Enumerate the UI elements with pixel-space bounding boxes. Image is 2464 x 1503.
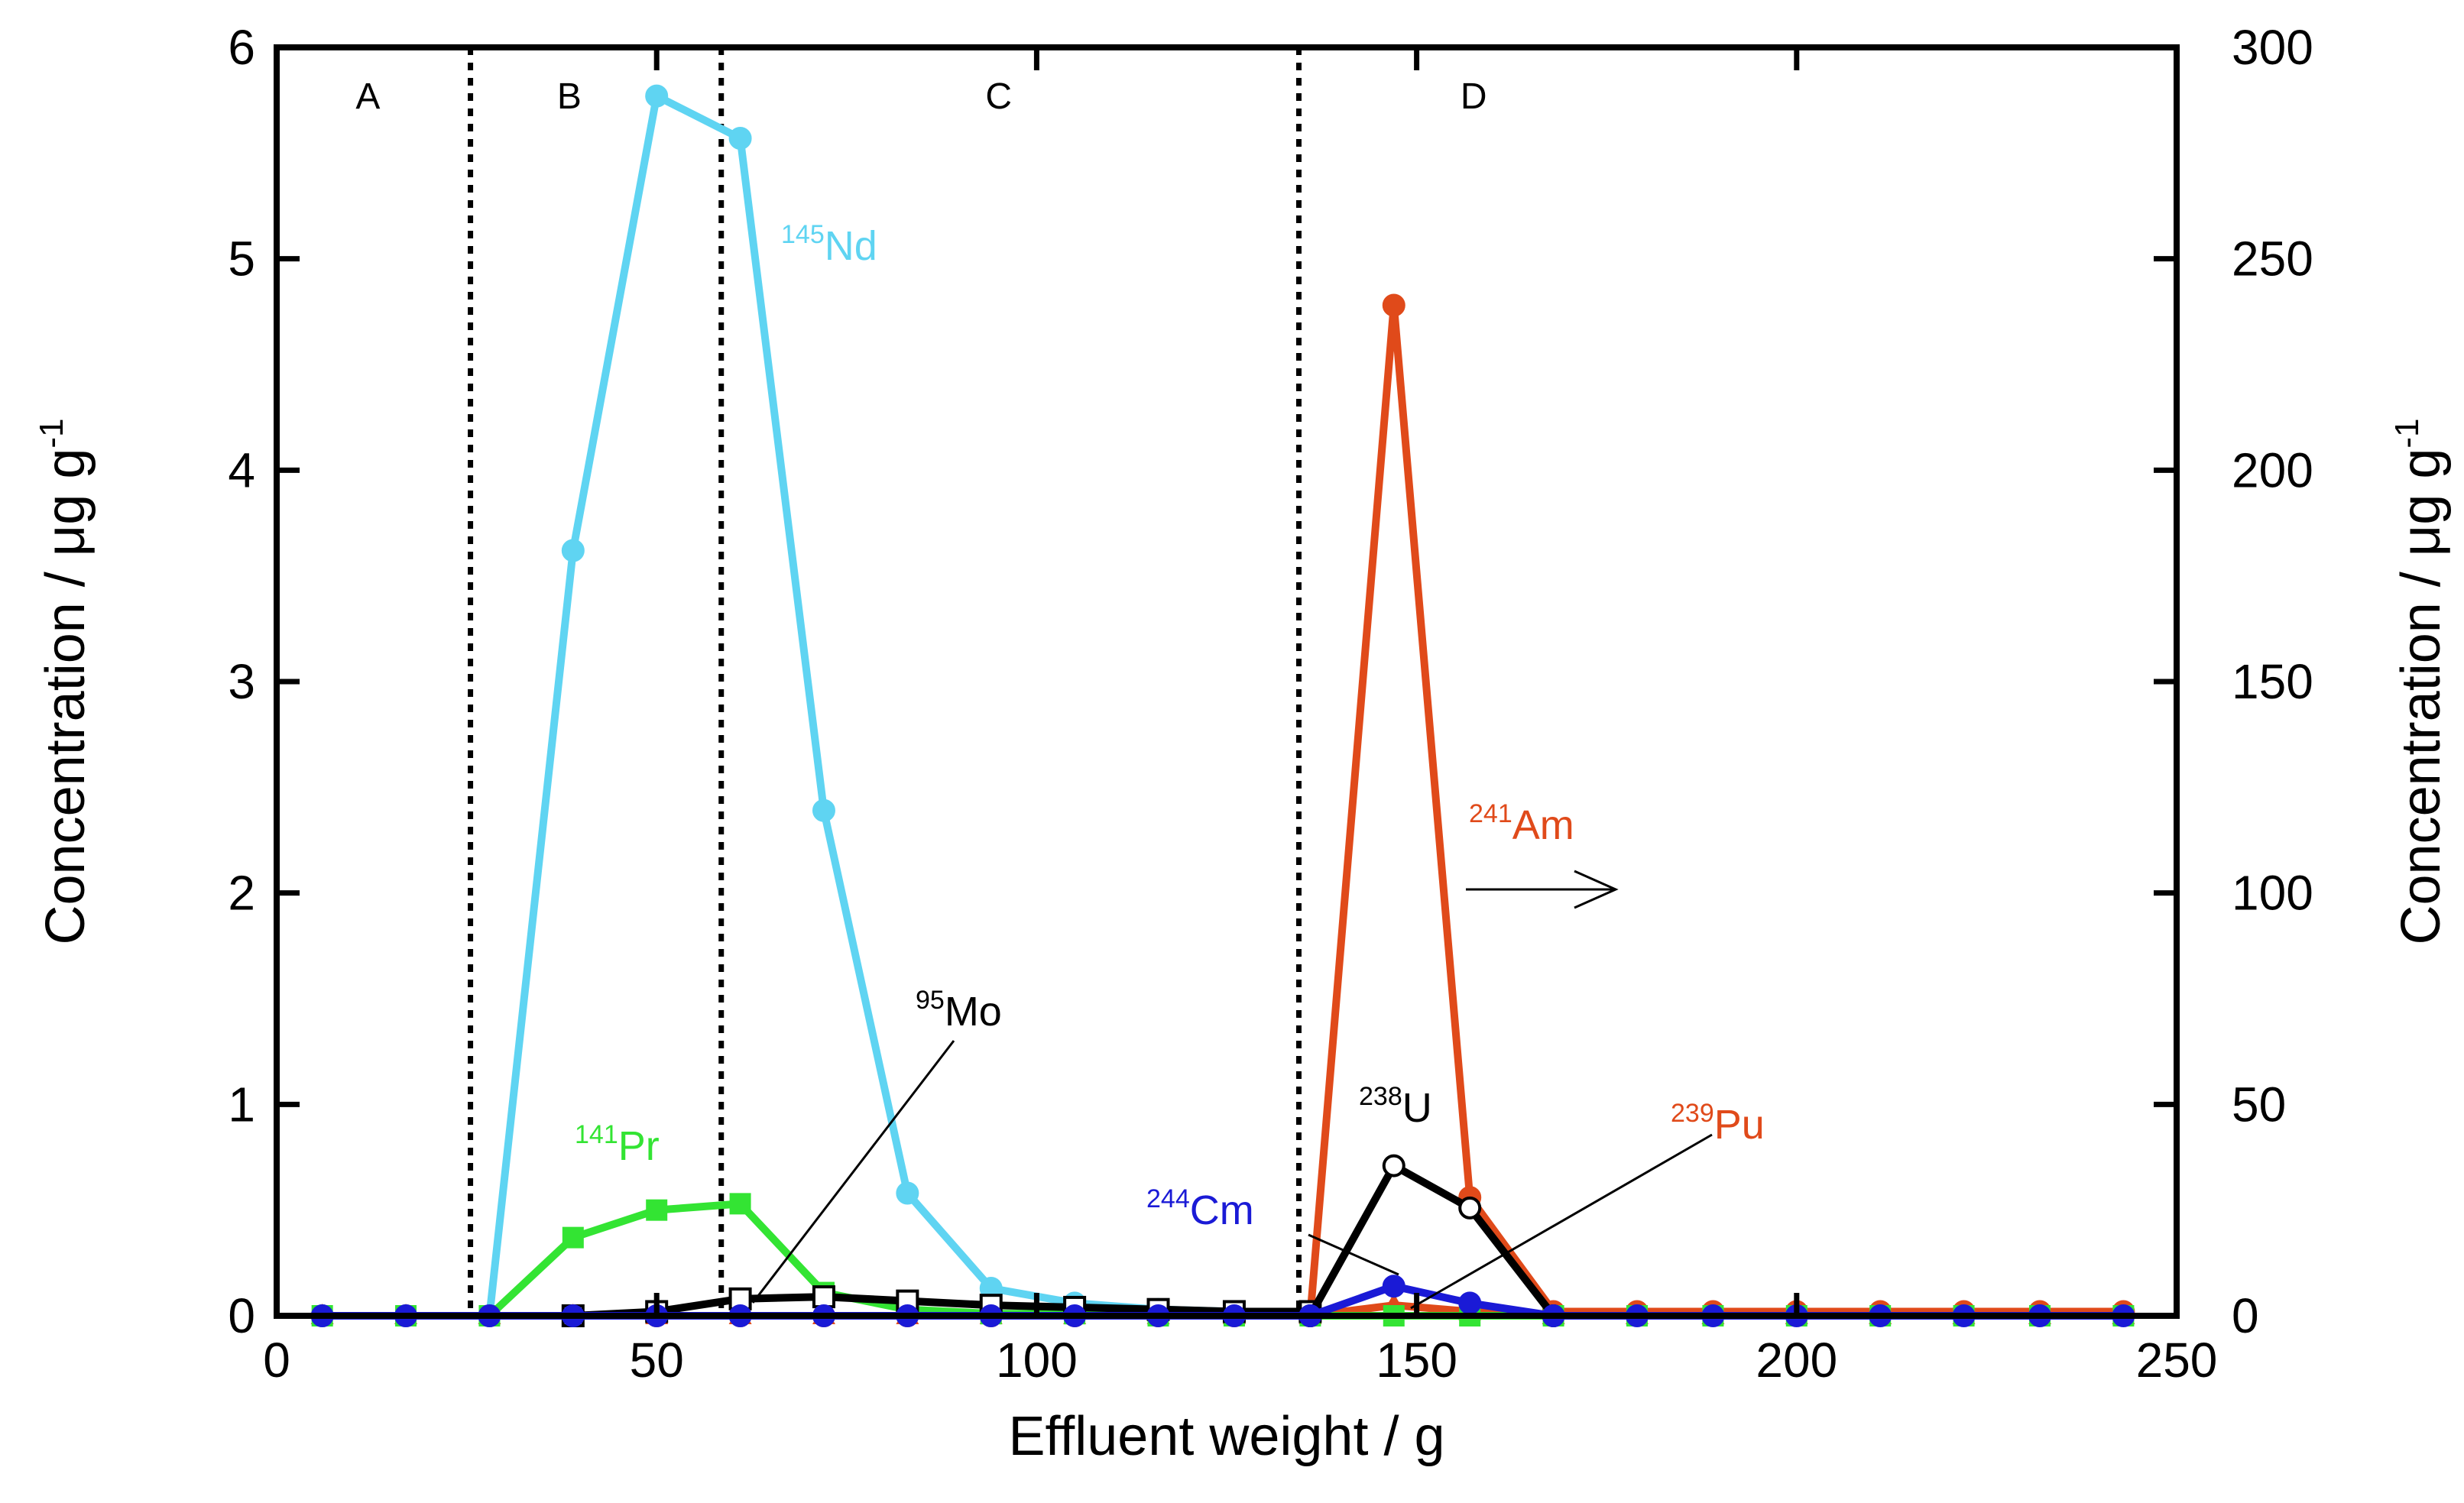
annotation-mo: 95Mo (916, 986, 1002, 1035)
annotation-element-pr: Pr (618, 1123, 660, 1169)
point-u-13 (1382, 1154, 1405, 1177)
y-left-tick-label-5: 5 (228, 232, 255, 287)
y-left-tick-label-3: 3 (228, 654, 255, 709)
x-tick-label-200: 200 (1756, 1333, 1837, 1388)
annotation-element-cm: Cm (1190, 1187, 1254, 1233)
region-label-c: C (985, 76, 1012, 117)
region-label-d: D (1461, 76, 1487, 117)
y-right-tick-label-0: 0 (2232, 1288, 2259, 1343)
annotation-mass-u: 238 (1359, 1082, 1402, 1111)
y-left-axis-title-text: Concentration / μg g (35, 449, 96, 945)
y-left-tick-label-4: 4 (228, 442, 255, 497)
point-nd-4 (645, 84, 669, 108)
point-pr-3 (562, 1226, 584, 1249)
y-left-tick-label-6: 6 (228, 20, 255, 75)
annotation-nd: 145Nd (781, 220, 877, 269)
point-cm-14 (1458, 1291, 1482, 1315)
chart-frame-layer: A B C D (355, 47, 1487, 1316)
am-arrow-head (1574, 870, 1619, 909)
y-right-axis-title-text: Concentration / μg g (2391, 449, 2452, 945)
annotation-mass-pr: 141 (575, 1120, 618, 1149)
point-nd-3 (561, 539, 585, 562)
annotation-element-pu: Pu (1714, 1102, 1765, 1148)
series-nd-145 (310, 84, 1322, 1327)
y-right-tick-label-250: 250 (2232, 232, 2313, 287)
y-left-tick-label-0: 0 (228, 1288, 255, 1343)
x-axis-title: Effluent weight / g (1008, 1406, 1444, 1467)
y-right-tick-label-300: 300 (2232, 20, 2313, 75)
point-mo-6 (812, 1285, 835, 1309)
region-label-b: B (557, 76, 582, 117)
y-left-tick-label-1: 1 (228, 1077, 255, 1132)
annotation-layer: 145Nd 141Pr 95Mo 238U 239Pu 244Cm 241Am (575, 220, 1765, 1310)
point-pr-4 (646, 1199, 668, 1221)
annotation-element-nd: Nd (825, 223, 877, 269)
series-u-238 (1298, 1154, 1565, 1327)
annotation-pr: 141Pr (575, 1120, 660, 1169)
series-line-u-0 (1307, 1161, 1557, 1319)
y-left-axis-title: Concentration / μg g-1 (33, 419, 96, 945)
region-label-a: A (355, 76, 380, 117)
annotation-mass-am: 241 (1469, 799, 1512, 828)
point-nd-5 (728, 126, 752, 150)
x-tick-label-0: 0 (263, 1333, 290, 1388)
x-tick-label-250: 250 (2136, 1333, 2218, 1388)
annotation-u: 238U (1359, 1082, 1432, 1131)
y-right-tick-label-200: 200 (2232, 442, 2313, 497)
annotation-mass-cm: 244 (1146, 1184, 1190, 1213)
annotation-element-am: Am (1512, 802, 1574, 848)
y-right-axis-title-sup: -1 (2388, 419, 2426, 449)
leader-cm (1308, 1233, 1399, 1276)
annotation-mass-nd: 145 (781, 220, 825, 249)
annotation-cm: 244Cm (1146, 1184, 1254, 1233)
series-line-mo-0 (572, 1293, 1311, 1320)
axis-layer: 0 50 100 150 200 250 0 1 2 3 4 5 6 0 50 100 150 200 250 300… (33, 20, 2452, 1467)
y-right-tick-label-50: 50 (2232, 1077, 2286, 1132)
annotation-pu: 239Pu (1671, 1099, 1765, 1148)
x-tick-label-150: 150 (1376, 1333, 1457, 1388)
point-cm-13 (1382, 1275, 1405, 1298)
point-pr-5 (729, 1193, 751, 1215)
y-left-axis-title-sup: -1 (33, 419, 70, 449)
annotation-element-u: U (1402, 1085, 1432, 1131)
annotation-element-mo: Mo (945, 989, 1002, 1035)
annotation-mass-pu: 239 (1671, 1099, 1714, 1128)
annotation-mass-mo: 95 (916, 986, 945, 1015)
x-tick-label-50: 50 (630, 1333, 684, 1388)
y-left-tick-label-2: 2 (228, 866, 255, 921)
series-mo-95 (561, 1285, 1322, 1327)
point-nd-6 (812, 798, 835, 822)
point-am-13 (1382, 293, 1405, 317)
leader-mo (751, 1040, 955, 1304)
x-tick-label-100: 100 (996, 1333, 1078, 1388)
point-u-14 (1458, 1196, 1482, 1220)
y-right-tick-label-100: 100 (2232, 866, 2313, 921)
annotation-am: 241Am (1469, 799, 1574, 848)
y-right-tick-label-150: 150 (2232, 654, 2313, 709)
point-nd-7 (896, 1181, 919, 1205)
leader-pu (1410, 1133, 1713, 1310)
y-right-axis-title: Concentration / μg g-1 (2388, 419, 2452, 945)
series-am-241 (310, 293, 2135, 1327)
